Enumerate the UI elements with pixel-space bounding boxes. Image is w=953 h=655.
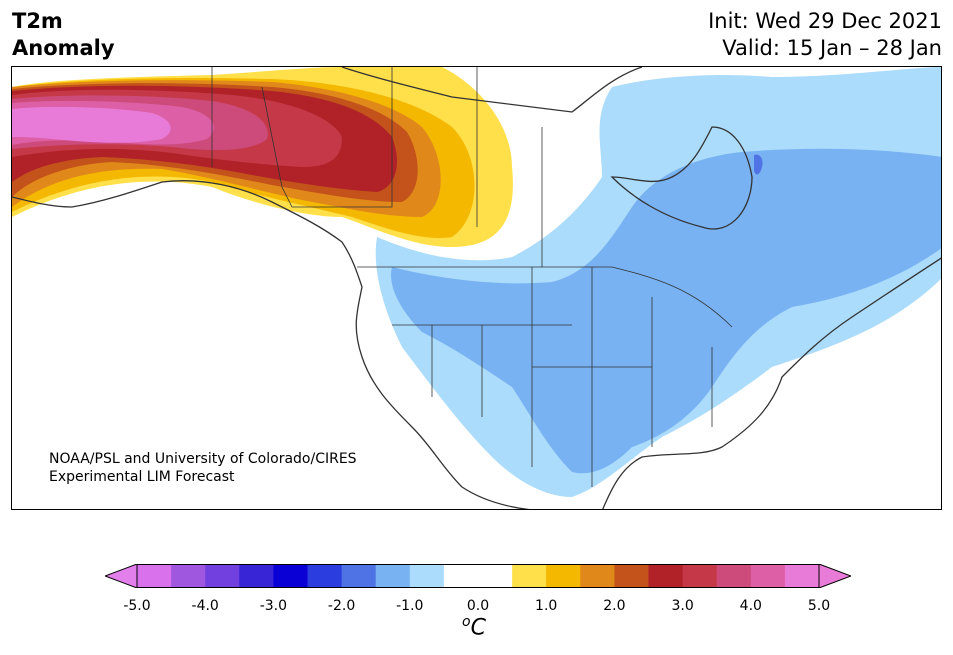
colorbar-segment bbox=[341, 564, 377, 588]
colorbar-segment bbox=[750, 564, 786, 588]
colorbar-segment bbox=[716, 564, 752, 588]
colorbar-segment bbox=[239, 564, 274, 588]
unit-label: oC bbox=[462, 614, 486, 640]
credit-line-2: Experimental LIM Forecast bbox=[49, 469, 235, 485]
colorbar-segment bbox=[784, 564, 820, 588]
colorbar-tick-label: 1.0 bbox=[535, 598, 558, 614]
colorbar-segment bbox=[307, 564, 343, 588]
colorbar-tick-label: -5.0 bbox=[123, 598, 151, 614]
colorbar-tick-label: 0.0 bbox=[466, 598, 490, 614]
colorbar-segment bbox=[512, 564, 547, 588]
map-panel bbox=[11, 66, 942, 510]
colorbar-tick-label: 4.0 bbox=[739, 598, 762, 614]
variable-name: T2m bbox=[12, 9, 63, 33]
anomaly-map bbox=[12, 67, 941, 509]
degree-symbol: o bbox=[462, 614, 471, 630]
forecast-dates: Init: Wed 29 Dec 2021 Valid: 15 Jan – 28… bbox=[708, 8, 942, 62]
colorbar-segment bbox=[273, 564, 308, 588]
colorbar-tick-label: 2.0 bbox=[603, 598, 626, 614]
credit-text: NOAA/PSL and University of Colorado/CIRE… bbox=[49, 450, 357, 486]
colorbar-ticks: -5.0 -4.0 -3.0 -2.0 -1.0 0.0 1.0 2.0 3.0 4.0 5.0 bbox=[0, 598, 953, 618]
colorbar-segment bbox=[443, 564, 479, 588]
unit-letter: C bbox=[470, 615, 486, 641]
colorbar-segment bbox=[205, 564, 240, 588]
colorbar-segment bbox=[478, 564, 513, 588]
colorbar-segment bbox=[137, 564, 172, 588]
colorbar-segment bbox=[409, 564, 445, 588]
colorbar-under-extension bbox=[105, 564, 138, 588]
colorbar-tick-label: -3.0 bbox=[259, 598, 288, 614]
colorbar-segment bbox=[580, 564, 615, 588]
init-date: Init: Wed 29 Dec 2021 bbox=[708, 9, 942, 33]
political-borders bbox=[211, 67, 733, 487]
colorbar-segment bbox=[682, 564, 718, 588]
coastlines bbox=[12, 67, 941, 509]
colorbar-segment bbox=[614, 564, 649, 588]
map-title: T2m Anomaly bbox=[12, 8, 115, 62]
cold-anomaly-inner bbox=[391, 148, 941, 474]
colorbar-segment bbox=[648, 564, 684, 588]
credit-line-1: NOAA/PSL and University of Colorado/CIRE… bbox=[49, 451, 357, 467]
colorbar-segment bbox=[171, 564, 206, 588]
colorbar-tick-label: 5.0 bbox=[807, 598, 831, 614]
field-name: Anomaly bbox=[12, 36, 115, 60]
colorbar bbox=[105, 564, 851, 588]
colorbar-segment bbox=[546, 564, 581, 588]
colorbar-tick-label: -2.0 bbox=[327, 598, 356, 614]
colorbar-tick-label: 3.0 bbox=[671, 598, 694, 614]
cold-anomaly-core bbox=[754, 154, 763, 175]
colorbar-segment bbox=[375, 564, 411, 588]
colorbar-border bbox=[136, 564, 820, 588]
colorbar-tick-label: -4.0 bbox=[191, 598, 219, 614]
colorbar-tick-label: -1.0 bbox=[396, 598, 424, 614]
colorbar-over-extension bbox=[818, 564, 851, 588]
warm-anomaly-8 bbox=[12, 106, 171, 143]
valid-range: Valid: 15 Jan – 28 Jan bbox=[722, 36, 942, 60]
